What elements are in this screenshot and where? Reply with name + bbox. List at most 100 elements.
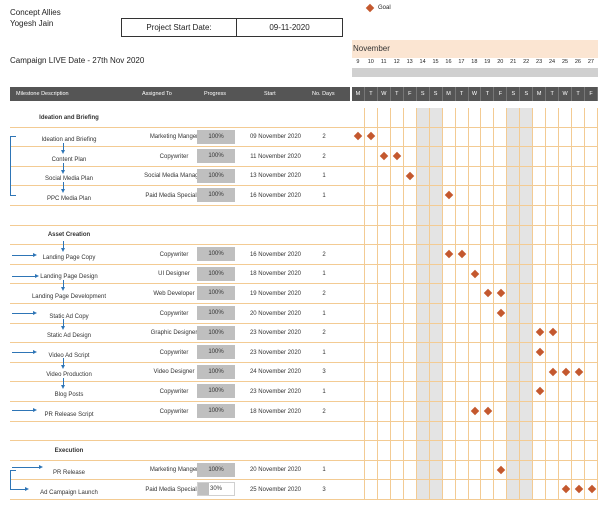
grid-row-line: [352, 499, 598, 500]
milestone-description: Content Plan: [51, 156, 87, 163]
grid-row-line: [352, 185, 598, 187]
milestone-description: PR Release: [52, 470, 85, 477]
number-of-days: 2: [322, 290, 326, 297]
table-row: [10, 480, 353, 500]
number-of-days: 2: [322, 408, 326, 415]
grid-column: [572, 108, 586, 500]
day-number: 22: [523, 59, 530, 65]
grid-row-line: [352, 322, 598, 324]
project-start-value[interactable]: 09-11-2020: [269, 23, 310, 32]
milestone-description: Blog Posts: [54, 391, 84, 398]
start-date: 18 November 2020: [249, 408, 302, 415]
table-row: [10, 186, 353, 206]
start-date: 11 November 2020: [250, 153, 301, 160]
grid-row-line: [352, 479, 598, 481]
day-number: 16: [445, 59, 452, 65]
day-letter: M: [352, 87, 365, 101]
grid-row-line: [352, 459, 598, 461]
progress-value[interactable]: 30%: [197, 482, 235, 497]
grid-row-line: [352, 381, 598, 383]
progress-value[interactable]: 100%: [197, 404, 235, 418]
connector-arrow-icon: [12, 350, 37, 354]
progress-value[interactable]: 100%: [197, 325, 235, 340]
day-letter: W: [559, 87, 573, 101]
progress-value[interactable]: 100%: [197, 149, 235, 164]
milestone-description: Video Ad Script: [48, 352, 90, 359]
connector-arrow-icon: [61, 280, 65, 291]
number-of-days: 2: [322, 330, 326, 337]
table-row: [10, 226, 353, 246]
legend: Goal: [365, 3, 391, 13]
col-progress: Progress: [204, 91, 227, 97]
grid-row-line: [352, 420, 598, 422]
day-letter: S: [507, 87, 521, 101]
day-number: 26: [574, 59, 581, 65]
progress-value[interactable]: 100%: [197, 462, 235, 477]
table-header: Milestone Description Assigned To Progre…: [10, 87, 350, 101]
assigned-to: Copywriter: [159, 408, 189, 415]
progress-value[interactable]: 100%: [197, 384, 235, 399]
milestone-description: Ideation and Briefing: [41, 137, 97, 144]
grid-row-line: [352, 303, 598, 304]
day-number: 12: [393, 59, 400, 65]
company-name: Concept Allies: [10, 8, 61, 17]
start-date: 19 November 2020: [249, 290, 302, 297]
number-of-days: 2: [322, 251, 326, 258]
day-letter: S: [416, 87, 430, 101]
table-row: [10, 343, 353, 363]
day-letter: S: [429, 87, 443, 101]
progress-value[interactable]: 100%: [197, 129, 235, 144]
number-of-days: 1: [322, 467, 326, 474]
assigned-to: Copywriter: [159, 153, 189, 160]
day-letter: S: [520, 87, 534, 101]
grid-row-line: [352, 224, 598, 226]
connector-arrow-icon: [61, 163, 65, 174]
day-letter: M: [442, 87, 456, 101]
day-letter: T: [546, 87, 560, 101]
number-of-days: 2: [322, 153, 326, 160]
number-of-days: 3: [322, 486, 326, 493]
grid-row-line: [352, 165, 598, 167]
day-letter: T: [364, 87, 378, 101]
grid-column: [429, 108, 443, 500]
progress-value[interactable]: 100%: [197, 364, 235, 379]
number-of-days: 1: [322, 349, 326, 356]
progress-value[interactable]: 100%: [197, 188, 235, 203]
assigned-to: Marketing Manger: [149, 134, 199, 141]
start-date: 23 November 2020: [249, 388, 302, 395]
person-name: Yogesh Jain: [10, 19, 54, 28]
project-start-box: Project Start Date: 09-11-2020: [121, 18, 343, 37]
start-date: 23 November 2020: [249, 349, 302, 356]
day-number: 21: [510, 59, 517, 65]
milestone-description: Ad Campaign Launch: [40, 489, 98, 496]
grid-column: [494, 108, 508, 500]
day-letter: W: [377, 87, 391, 101]
day-letter: T: [390, 87, 404, 101]
connector-bracket: [10, 136, 16, 196]
progress-value[interactable]: 100%: [197, 266, 235, 281]
progress-value[interactable]: 100%: [197, 247, 235, 262]
day-letter: F: [585, 87, 598, 101]
number-of-days: 3: [322, 369, 326, 376]
assigned-to: Video Designer: [153, 369, 195, 376]
table-row: [10, 402, 353, 422]
connector-arrow-icon: [12, 408, 37, 412]
table-row: [10, 363, 353, 383]
grid-row-line: [352, 401, 598, 402]
table-row: [10, 167, 353, 187]
progress-value[interactable]: 100%: [197, 306, 235, 320]
grid-row-line: [352, 283, 598, 285]
start-date: 16 November 2020: [249, 251, 302, 258]
table-row: [10, 441, 353, 461]
progress-value[interactable]: 100%: [197, 168, 235, 183]
grid-column: [456, 108, 469, 500]
progress-value[interactable]: 100%: [197, 345, 235, 360]
table-row: [10, 324, 353, 344]
grid-column: [404, 108, 417, 500]
start-date: 16 November 2020: [249, 192, 302, 199]
table-row: [10, 461, 353, 481]
progress-value[interactable]: 100%: [197, 286, 235, 301]
grid-column: [533, 108, 547, 500]
connector-arrow-icon: [12, 274, 39, 278]
milestone-description: Static Ad Copy: [49, 313, 89, 320]
